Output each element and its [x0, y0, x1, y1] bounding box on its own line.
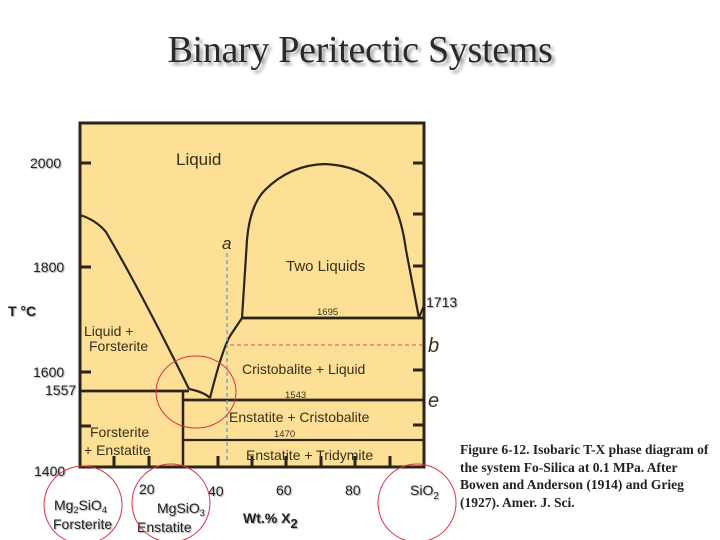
label-1470: 1470: [274, 429, 295, 440]
liquidus-cristobalite-right: [418, 304, 425, 319]
circle-forsterite: [43, 465, 123, 540]
field-enstatite-cristobalite: Enstatite + Cristobalite: [229, 409, 370, 425]
circle-enstatite: [131, 463, 211, 540]
field-two-liquids: Two Liquids: [286, 258, 365, 275]
x-tick-20: 20: [139, 481, 155, 497]
x-tick-40: 40: [208, 483, 224, 499]
point-e: e: [428, 390, 439, 412]
liquidus-enstatite: [188, 387, 211, 399]
circle-peritectic: [155, 355, 237, 429]
circle-silica: [377, 463, 457, 540]
y-tick-1800: 1800: [33, 259, 64, 275]
field-forsterite-enstatite-2: + Enstatite: [84, 442, 151, 458]
field-cristobalite-liquid: Cristobalite + Liquid: [242, 361, 365, 377]
x-axis-ticks: [112, 456, 392, 467]
y-tick-2000: 2000: [30, 155, 61, 171]
x-tick-60: 60: [276, 482, 292, 498]
x-axis-label: Wt.% X2: [243, 510, 298, 531]
field-liquid-forsterite-2: Forsterite: [89, 338, 148, 354]
enstatite-formula: MgSiO3: [157, 500, 205, 518]
slide-title: Binary Peritectic Systems: [167, 29, 553, 71]
liquidus-forsterite: [79, 213, 190, 390]
enstatite-name: Enstatite: [137, 519, 192, 535]
silica-formula: SiO2: [410, 482, 439, 502]
label-1713: 1713: [426, 294, 457, 310]
label-1695: 1695: [317, 307, 338, 318]
y-tick-1400: 1400: [34, 463, 65, 479]
y-tick-1557: 1557: [45, 382, 76, 398]
point-a: a: [222, 234, 231, 253]
y-tick-1600: 1600: [33, 364, 64, 380]
forsterite-formula: Mg2SiO4: [54, 497, 107, 515]
point-b: b: [428, 335, 439, 357]
field-enstatite-tridymite: Enstatite + Tridymite: [246, 447, 373, 463]
liquidus-cristobalite-left: [208, 317, 243, 399]
solvus-dome: [240, 162, 421, 319]
figure-caption: Figure 6-12. Isobaric T-X phase diagram …: [460, 442, 709, 510]
y-axis-ticks: [80, 161, 91, 428]
plot-area: [78, 121, 426, 469]
forsterite-name: Forsterite: [53, 516, 112, 532]
field-liquid: Liquid: [176, 150, 221, 169]
right-axis-ticks: [413, 161, 424, 427]
highlight-circles: [43, 355, 457, 540]
y-axis-label: T °C: [8, 303, 36, 319]
field-forsterite-enstatite-1: Forsterite: [90, 424, 149, 440]
field-liquid-forsterite-1: Liquid +: [84, 323, 133, 339]
x-tick-80: 80: [345, 482, 361, 498]
label-1543: 1543: [285, 390, 306, 401]
